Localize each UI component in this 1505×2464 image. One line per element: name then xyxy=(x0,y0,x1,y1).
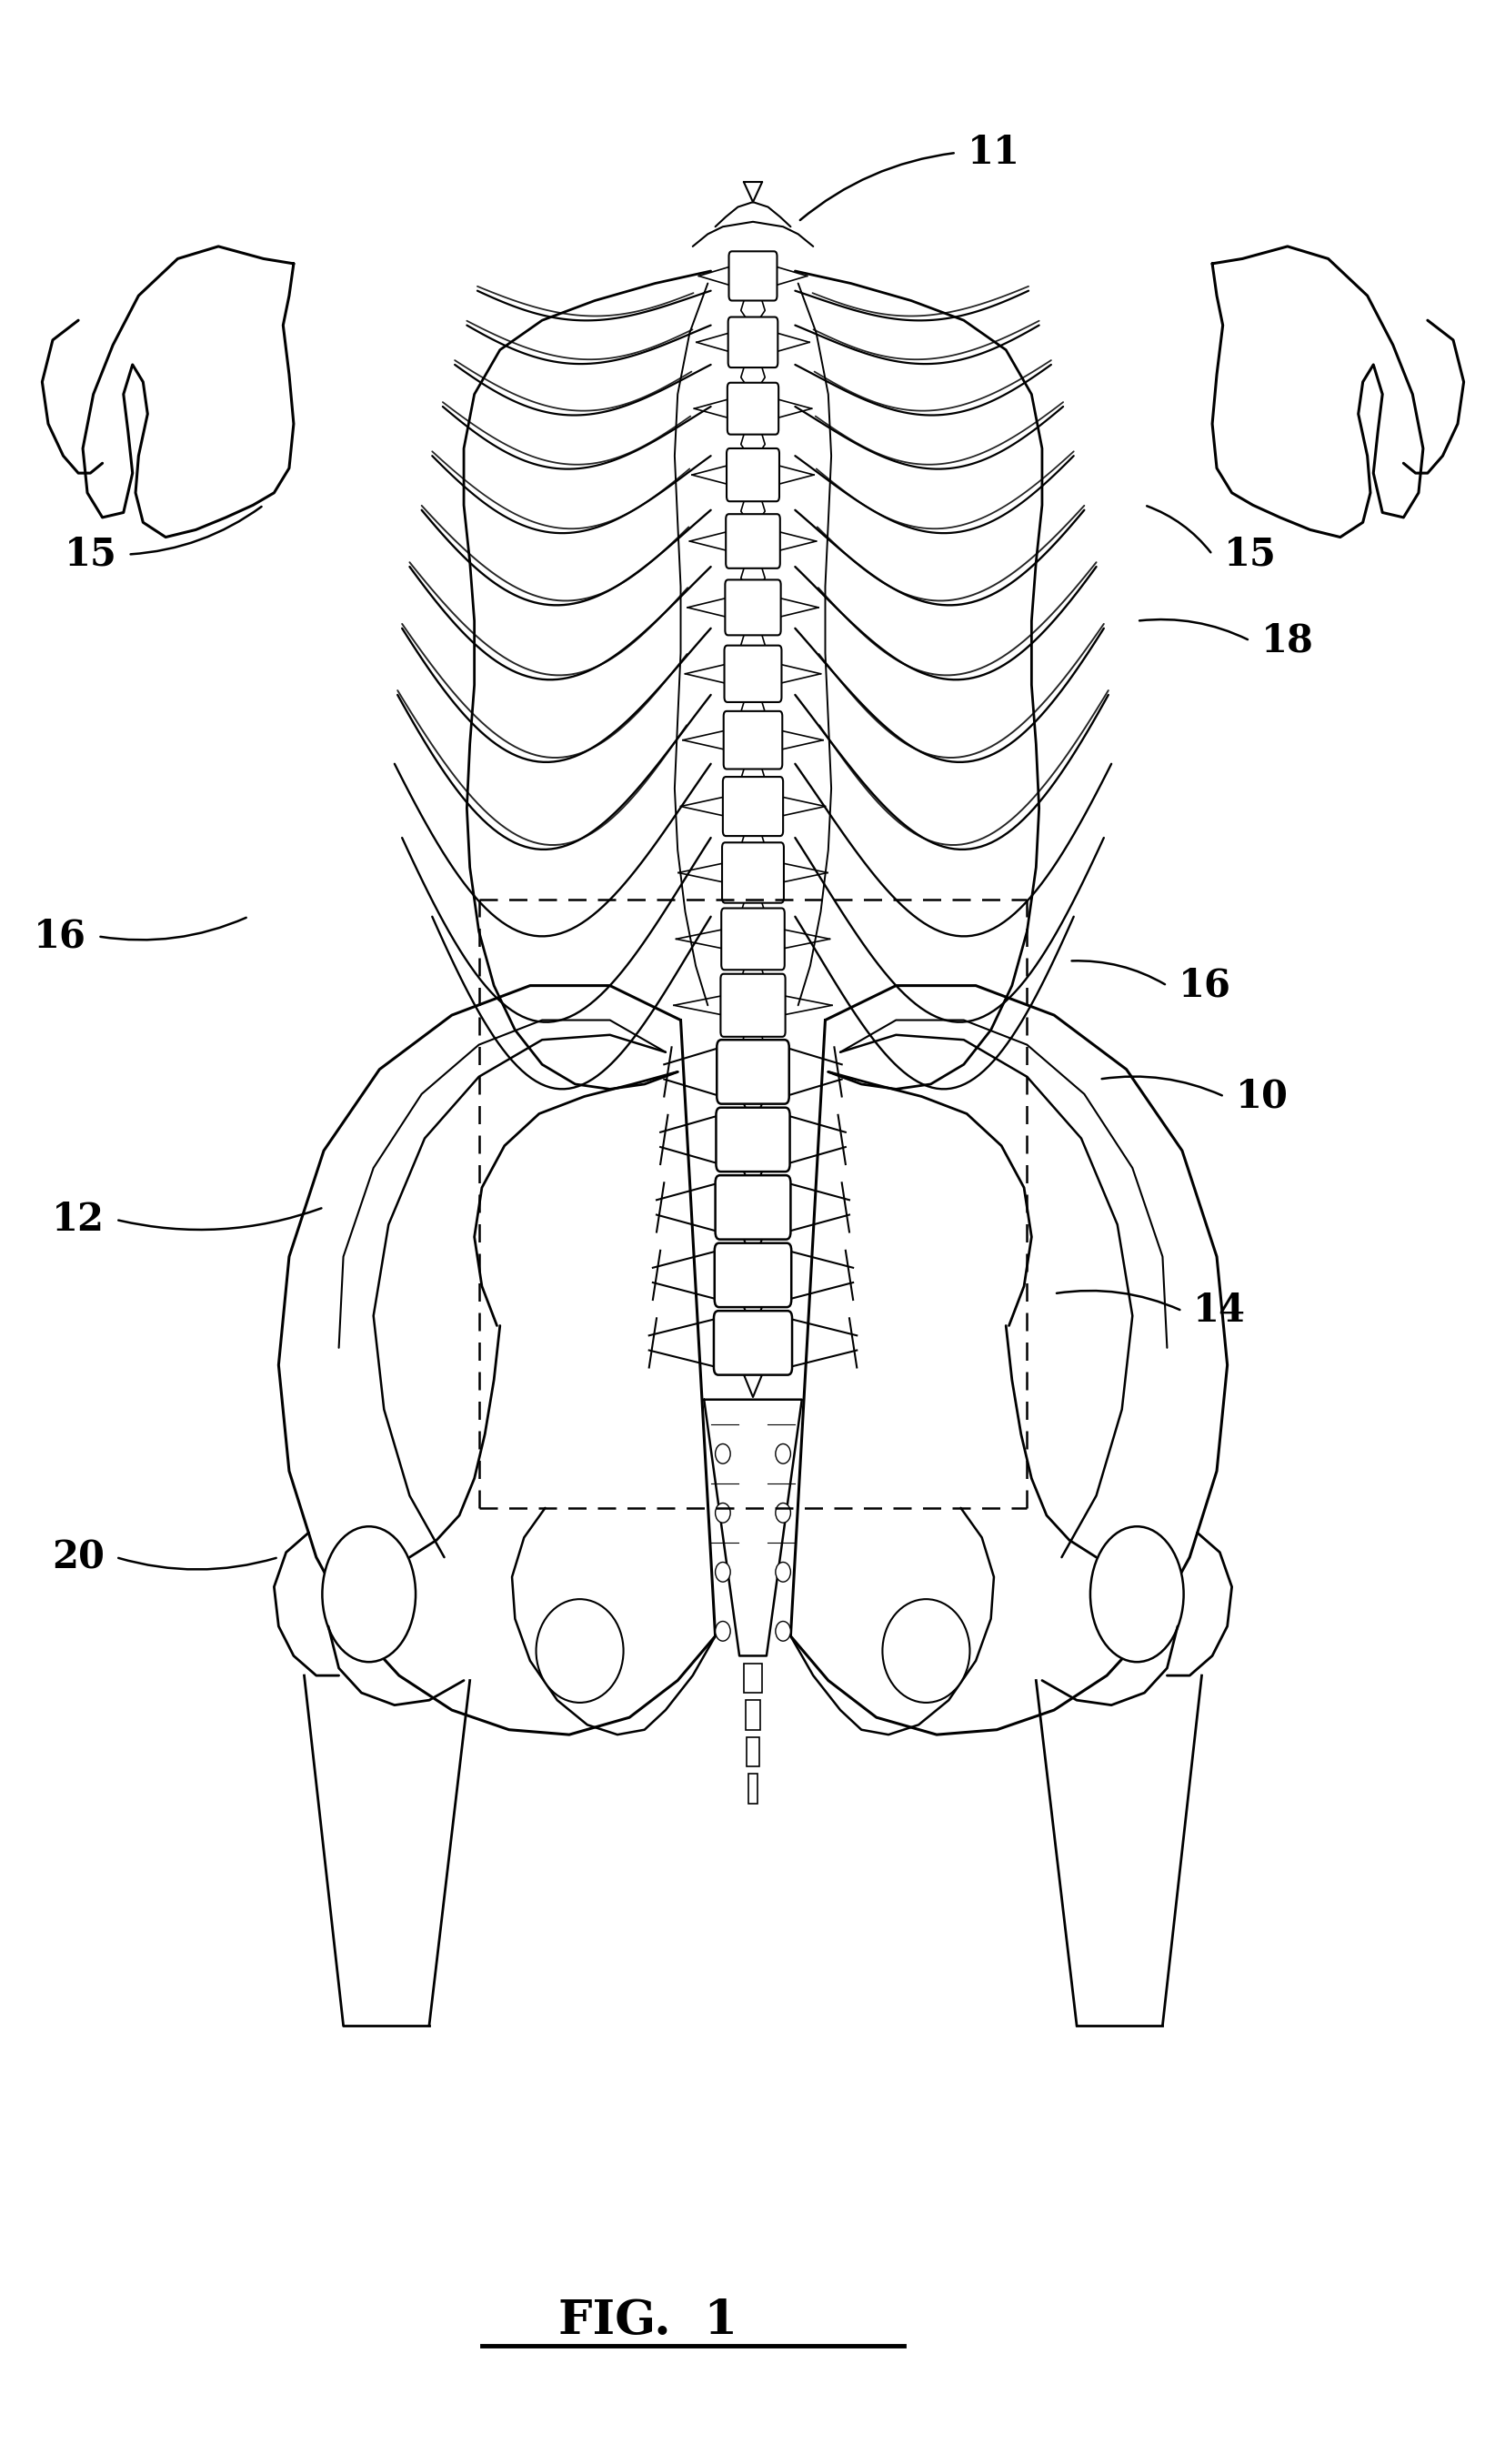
FancyBboxPatch shape xyxy=(725,515,780,569)
FancyBboxPatch shape xyxy=(713,1242,792,1308)
Polygon shape xyxy=(1212,246,1422,537)
FancyBboxPatch shape xyxy=(719,973,786,1037)
Text: FIG.  1: FIG. 1 xyxy=(557,2299,737,2343)
Text: 10: 10 xyxy=(1234,1077,1288,1116)
FancyBboxPatch shape xyxy=(716,1040,789,1104)
FancyBboxPatch shape xyxy=(728,251,777,301)
Bar xyxy=(746,1737,759,1767)
Text: 11: 11 xyxy=(966,133,1020,172)
FancyBboxPatch shape xyxy=(725,579,780,636)
FancyBboxPatch shape xyxy=(716,1109,789,1173)
Ellipse shape xyxy=(775,1562,790,1582)
FancyBboxPatch shape xyxy=(725,448,780,500)
FancyBboxPatch shape xyxy=(722,843,783,902)
FancyBboxPatch shape xyxy=(713,1311,792,1375)
Text: 12: 12 xyxy=(51,1200,105,1239)
Text: 16: 16 xyxy=(1177,966,1231,1005)
FancyBboxPatch shape xyxy=(715,1175,790,1239)
Text: 15: 15 xyxy=(1224,535,1275,574)
Bar xyxy=(748,1774,757,1804)
Ellipse shape xyxy=(1090,1525,1183,1661)
Ellipse shape xyxy=(882,1599,969,1703)
FancyBboxPatch shape xyxy=(727,318,777,367)
Ellipse shape xyxy=(536,1599,623,1703)
Text: 15: 15 xyxy=(65,535,116,574)
Polygon shape xyxy=(278,986,715,1735)
Ellipse shape xyxy=(775,1621,790,1641)
Ellipse shape xyxy=(715,1562,730,1582)
Ellipse shape xyxy=(775,1444,790,1464)
FancyBboxPatch shape xyxy=(721,909,784,971)
FancyBboxPatch shape xyxy=(722,712,783,769)
Text: 16: 16 xyxy=(33,917,87,956)
Ellipse shape xyxy=(715,1444,730,1464)
Ellipse shape xyxy=(715,1503,730,1523)
Ellipse shape xyxy=(775,1503,790,1523)
Polygon shape xyxy=(790,986,1227,1735)
Polygon shape xyxy=(83,246,293,537)
FancyBboxPatch shape xyxy=(722,776,783,835)
Bar xyxy=(743,1663,762,1693)
FancyBboxPatch shape xyxy=(727,382,778,434)
Text: 18: 18 xyxy=(1261,621,1312,660)
Text: 14: 14 xyxy=(1192,1291,1246,1331)
Ellipse shape xyxy=(715,1621,730,1641)
FancyBboxPatch shape xyxy=(724,646,781,702)
Polygon shape xyxy=(704,1400,801,1656)
Ellipse shape xyxy=(322,1525,415,1661)
Text: 20: 20 xyxy=(51,1538,105,1577)
Bar xyxy=(745,1700,760,1730)
